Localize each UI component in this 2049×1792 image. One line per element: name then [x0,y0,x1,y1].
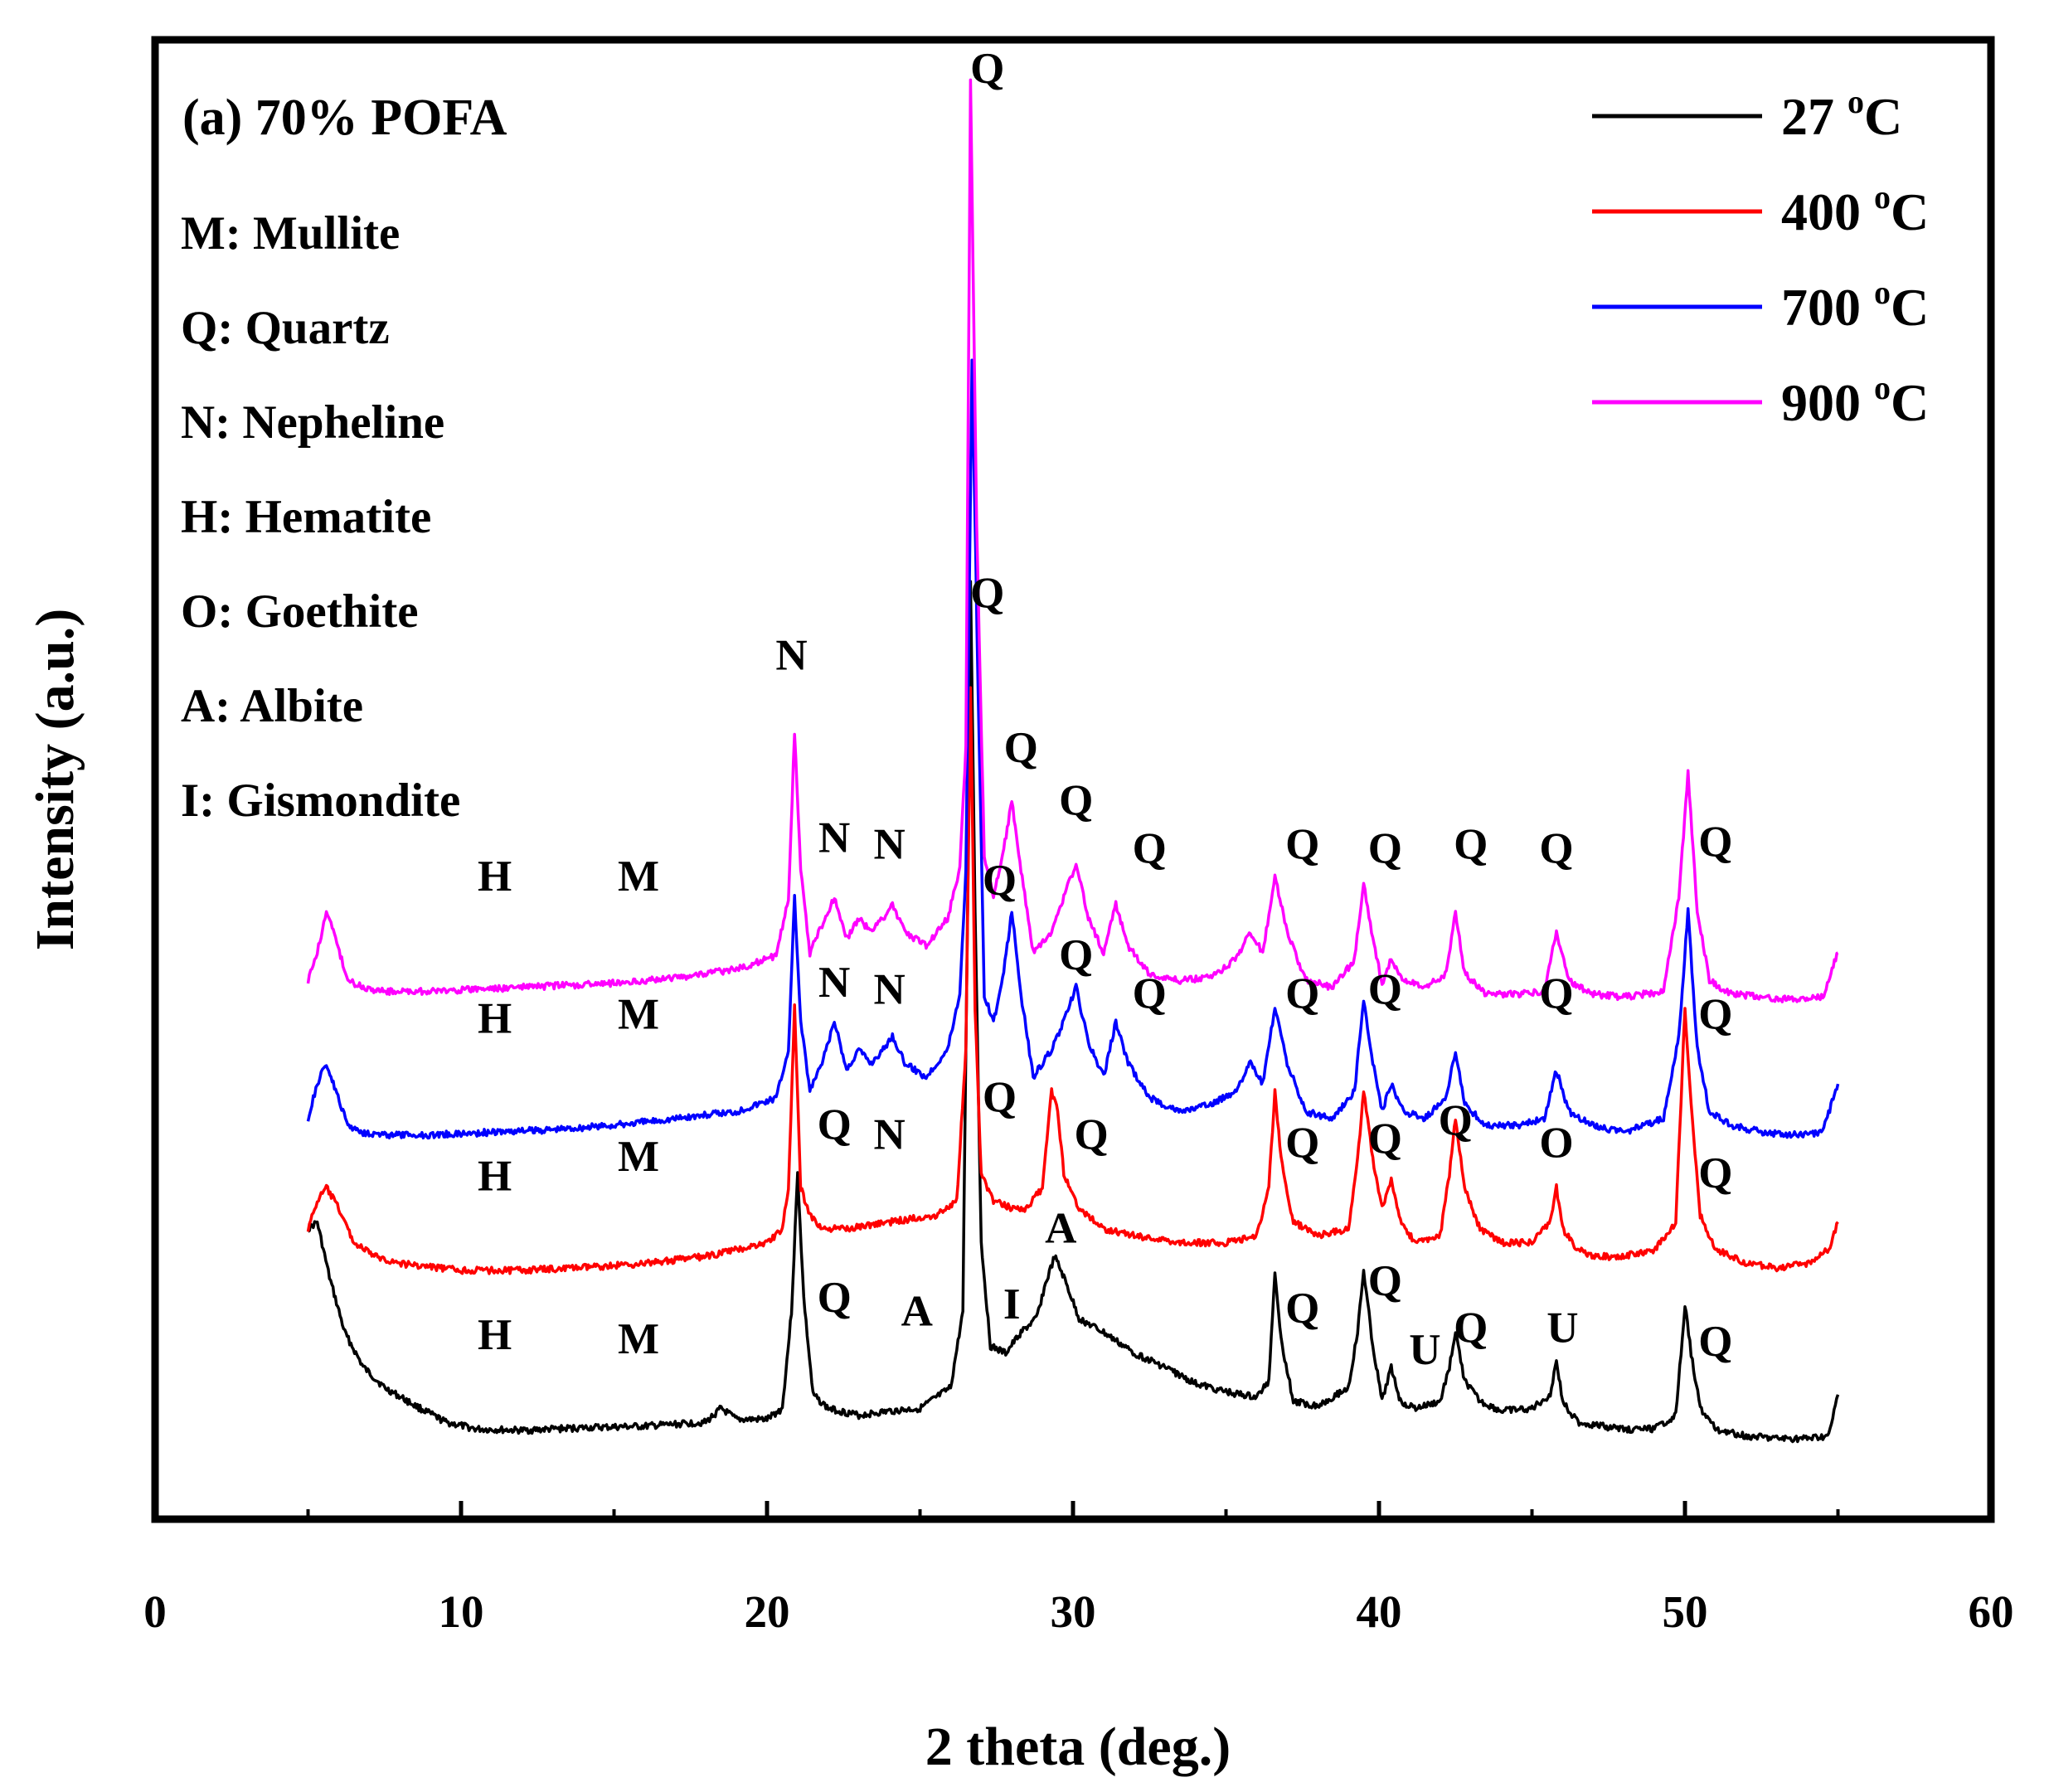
peak-label: Q [1698,818,1732,866]
peak-label: Q [1368,1257,1402,1305]
series-line-900 [306,78,1839,1003]
peak-label: Q [1285,1285,1319,1333]
peak-label: Q [1285,1119,1319,1167]
peak-label: U [1546,1304,1578,1352]
peak-label: H [478,1152,512,1200]
peak-label: Q [1059,776,1093,824]
phase-key-item: O: Goethite [181,585,419,638]
y-axis-title: Intensity (a.u.) [25,609,85,951]
peak-label: Q [1698,1149,1732,1197]
x-tick-label: 20 [745,1586,790,1637]
peak-label: Q [983,857,1017,905]
peak-label: Q [1698,1318,1732,1366]
series-line-700 [306,358,1840,1140]
peak-label: N [873,966,905,1014]
peak-label: N [775,632,807,680]
peak-label: Q [970,45,1004,93]
series-group [306,78,1840,1444]
peak-label: Q [1133,825,1167,873]
peak-label: A [1045,1205,1076,1253]
peak-label: Q [1368,825,1402,873]
peak-label: Q [818,1274,852,1322]
peak-label: Q [1059,931,1093,979]
series-line-400 [306,686,1839,1275]
phase-key-item: A: Albite [181,680,363,732]
peak-label: Q [1539,970,1573,1018]
x-tick-label: 40 [1357,1586,1402,1637]
legend-label-700: 700 oC [1781,274,1929,337]
peak-label: N [818,959,850,1007]
x-axis-ticks: 0 10 20 30 40 50 60 [143,1501,2014,1637]
peak-label: M [618,991,659,1039]
x-tick-label: 10 [439,1586,484,1637]
x-tick-label: 60 [1969,1586,2014,1637]
x-axis-title: 2 theta (deg.) [925,1717,1231,1777]
peak-label: M [618,1133,659,1181]
legend-label-900: 900 oC [1781,369,1929,432]
x-tick-label: 0 [143,1586,167,1637]
peak-label: M [618,1315,659,1363]
peak-label: O [1539,1119,1573,1167]
peak-label: Q [1285,970,1319,1018]
peak-label: N [873,821,905,869]
peak-label: I [1003,1280,1021,1328]
peak-label: A [901,1288,933,1336]
phase-key-item: Q: Quartz [181,302,390,354]
peak-label: Q [1075,1110,1109,1158]
peak-label: Q [1539,825,1573,873]
peak-label: Q [1439,1097,1473,1145]
peak-label: Q [970,570,1004,618]
peak-label: N [818,813,850,862]
peak-label: Q [1004,724,1038,772]
peak-label: Q [1368,1115,1402,1163]
x-tick-label: 30 [1051,1586,1096,1637]
peak-label: Q [1698,991,1732,1039]
phase-key-item: M: Mullite [181,207,400,260]
peak-label: Q [1133,970,1167,1018]
peak-label: Q [1285,821,1319,869]
peak-label: H [478,852,512,901]
legend-label-400: 400 oC [1781,178,1929,241]
peak-label: H [478,1311,512,1359]
peak-label: Q [1368,966,1402,1014]
phase-key-item: I: Gismondite [181,775,460,827]
peak-label: U [1409,1326,1440,1374]
peak-label: N [873,1110,905,1158]
peak-label: Q [1454,821,1488,869]
phase-key-item: H: Hematite [181,491,431,543]
peak-label: Q [983,1073,1017,1121]
legend: 27 oC 400 oC 700 oC 900 oC [1592,83,1929,432]
legend-label-27: 27 oC [1781,83,1902,146]
peak-label: Q [818,1101,852,1149]
phase-key: M: Mullite Q: Quartz N: Nepheline H: Hemati… [181,207,460,827]
peak-label: M [618,852,659,901]
phase-key-item: N: Nepheline [181,396,444,449]
series-line-27 [307,580,1840,1444]
x-tick-label: 50 [1663,1586,1708,1637]
peak-label: Q [1454,1304,1488,1352]
peak-label: H [478,995,512,1043]
panel-title: (a) 70% POFA [182,90,507,146]
